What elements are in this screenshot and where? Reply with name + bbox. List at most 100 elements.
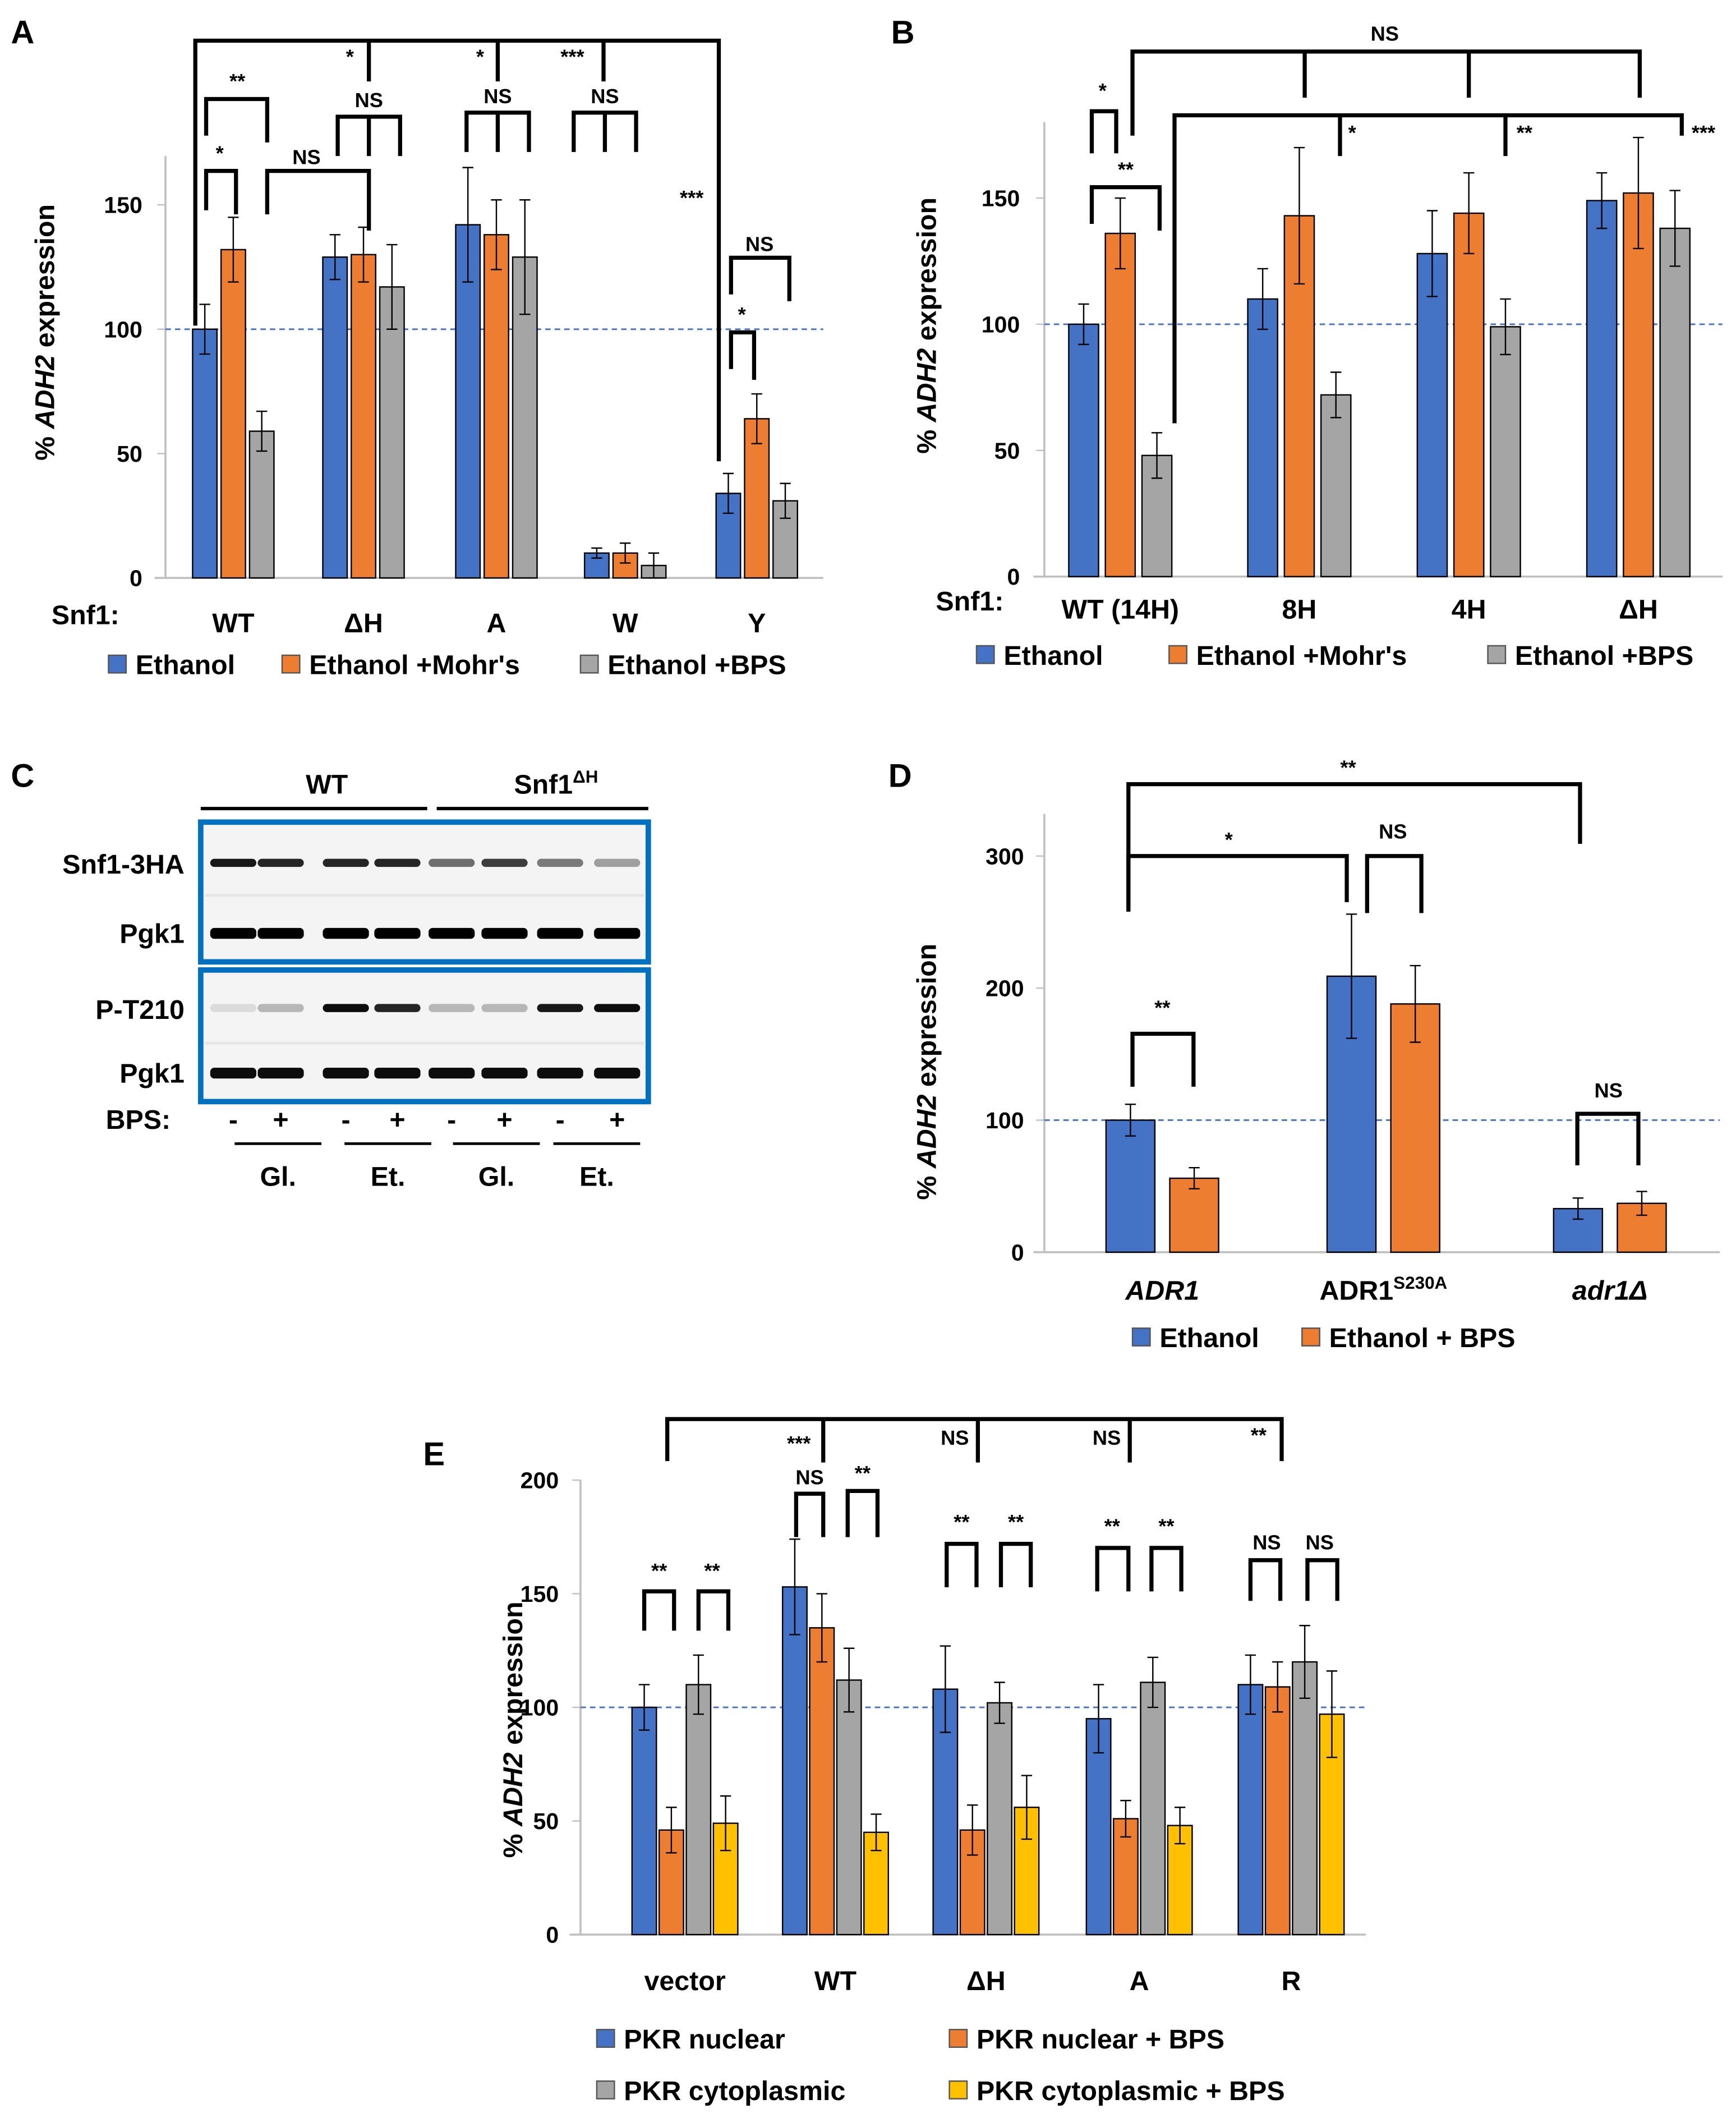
significance-label: ** [229, 70, 246, 93]
significance-bracket [193, 38, 721, 462]
significance-bracket [204, 169, 238, 215]
significance-bracket [1126, 782, 1582, 909]
error-bar [1021, 1775, 1033, 1840]
significance-label: ** [1517, 121, 1533, 144]
error-bar [386, 244, 398, 330]
blot-band [481, 1004, 528, 1012]
blot-band [594, 1004, 641, 1012]
bps-sign: - [229, 1105, 238, 1135]
blot-band [323, 1004, 369, 1012]
error-bar [967, 1804, 978, 1856]
significance-label: ** [1008, 1510, 1024, 1533]
significance-bracket [1365, 854, 1424, 913]
bar-ΔH-PKR cytoplasmic [987, 1702, 1013, 1936]
group-label-snf1dh: Snf1ΔH [514, 767, 598, 800]
legend-swatch [1301, 1327, 1320, 1347]
y-axis-label: % ADH2 expression [911, 944, 942, 1200]
blot-band [481, 858, 528, 867]
category-label: Y [748, 608, 766, 638]
error-bar [1299, 1625, 1310, 1699]
legend-swatch [1168, 645, 1187, 664]
blot-band [429, 858, 475, 867]
significance-label: * [1225, 828, 1233, 851]
bar-vector-PKR cytoplasmic [685, 1684, 712, 1936]
significance-label: NS [355, 89, 383, 112]
category-label: ΔH [344, 608, 383, 638]
significance-bracket [1089, 185, 1162, 231]
bar-R-PKR cytoplasmic [1292, 1661, 1318, 1936]
blot-band [594, 1067, 641, 1079]
category-text: R [1281, 1966, 1301, 1996]
significance-label: NS [941, 1426, 969, 1449]
group-text: Snf1 [514, 770, 573, 800]
legend-label: Ethanol [136, 650, 235, 681]
category-superscript: S230A [1393, 1273, 1447, 1293]
error-bar [1669, 190, 1680, 267]
bar-ΔH-Ethanol +BPS [1659, 227, 1691, 577]
error-bar [256, 410, 268, 452]
significance-label: *** [680, 186, 704, 209]
significance-bracket [665, 1417, 1284, 1462]
blot-band [257, 927, 304, 939]
significance-label: NS [292, 146, 320, 169]
bar-WT (14H)-Ethanol +Mohr's [1104, 232, 1136, 577]
y-label-prefix: % [30, 429, 61, 460]
category-text: ADR1 [1125, 1275, 1199, 1306]
blot-box [198, 967, 651, 1105]
significance-label: NS [1371, 22, 1399, 45]
bar-A-Ethanol +Mohr's [483, 234, 509, 579]
y-tick-label: 100 [104, 316, 142, 342]
bps-sign: + [389, 1105, 405, 1135]
panel-label-D: D [888, 757, 912, 794]
significance-bracket [265, 169, 371, 231]
bps-sign: - [447, 1105, 456, 1135]
error-bar [519, 199, 531, 315]
legend-swatch [948, 2029, 968, 2048]
blot-band [323, 1067, 369, 1079]
y-tick-label: 0 [546, 1922, 559, 1948]
legend-label: Ethanol +BPS [1515, 641, 1693, 671]
significance-bracket [794, 1491, 826, 1537]
bar-WT-Ethanol +Mohr's [220, 249, 246, 579]
legend-label: PKR nuclear + BPS [977, 2024, 1224, 2055]
y-label-gene: ADH2 [911, 1094, 942, 1169]
significance-label: * [1099, 79, 1107, 102]
category-text: ADR1 [1319, 1275, 1393, 1306]
significance-label: ** [1104, 1514, 1121, 1537]
blot-band [429, 927, 475, 939]
bar-ΔH-Ethanol +Mohr's [1623, 192, 1654, 577]
significance-label: ** [651, 1559, 667, 1582]
significance-bracket [696, 1589, 731, 1631]
error-bar [462, 167, 473, 283]
error-bar [751, 393, 762, 444]
bps-label: BPS: [106, 1105, 171, 1135]
bar-ΔH-Ethanol [1586, 200, 1618, 577]
significance-bracket [998, 1542, 1033, 1588]
condition-label: Et. [371, 1161, 406, 1192]
category-text: 8H [1282, 595, 1317, 625]
bar-8H-Ethanol [1247, 298, 1278, 577]
blot-band [323, 927, 369, 939]
significance-label: ** [1251, 1423, 1267, 1446]
bps-sign: - [556, 1105, 565, 1135]
category-label: adr1Δ [1572, 1275, 1648, 1306]
bar-ADR1-Ethanol + BPS [1390, 1003, 1440, 1253]
category-text: WT [212, 608, 255, 638]
condition-label: Gl. [260, 1161, 296, 1192]
bps-sign: + [273, 1105, 288, 1135]
error-bar [722, 472, 734, 514]
category-text: 4H [1452, 595, 1486, 625]
error-bar [780, 483, 791, 519]
legend-label: PKR nuclear [624, 2024, 785, 2055]
significance-label: NS [483, 85, 512, 108]
blot-band [210, 1004, 257, 1012]
error-bar [648, 552, 660, 579]
legend-swatch [596, 2029, 615, 2048]
y-tick-label: 100 [521, 1695, 559, 1721]
significance-label: * [1348, 121, 1357, 144]
y-tick-label: 0 [1011, 1239, 1024, 1265]
error-bar [1500, 298, 1511, 356]
error-bar [491, 199, 502, 270]
significance-bracket [1089, 109, 1118, 154]
